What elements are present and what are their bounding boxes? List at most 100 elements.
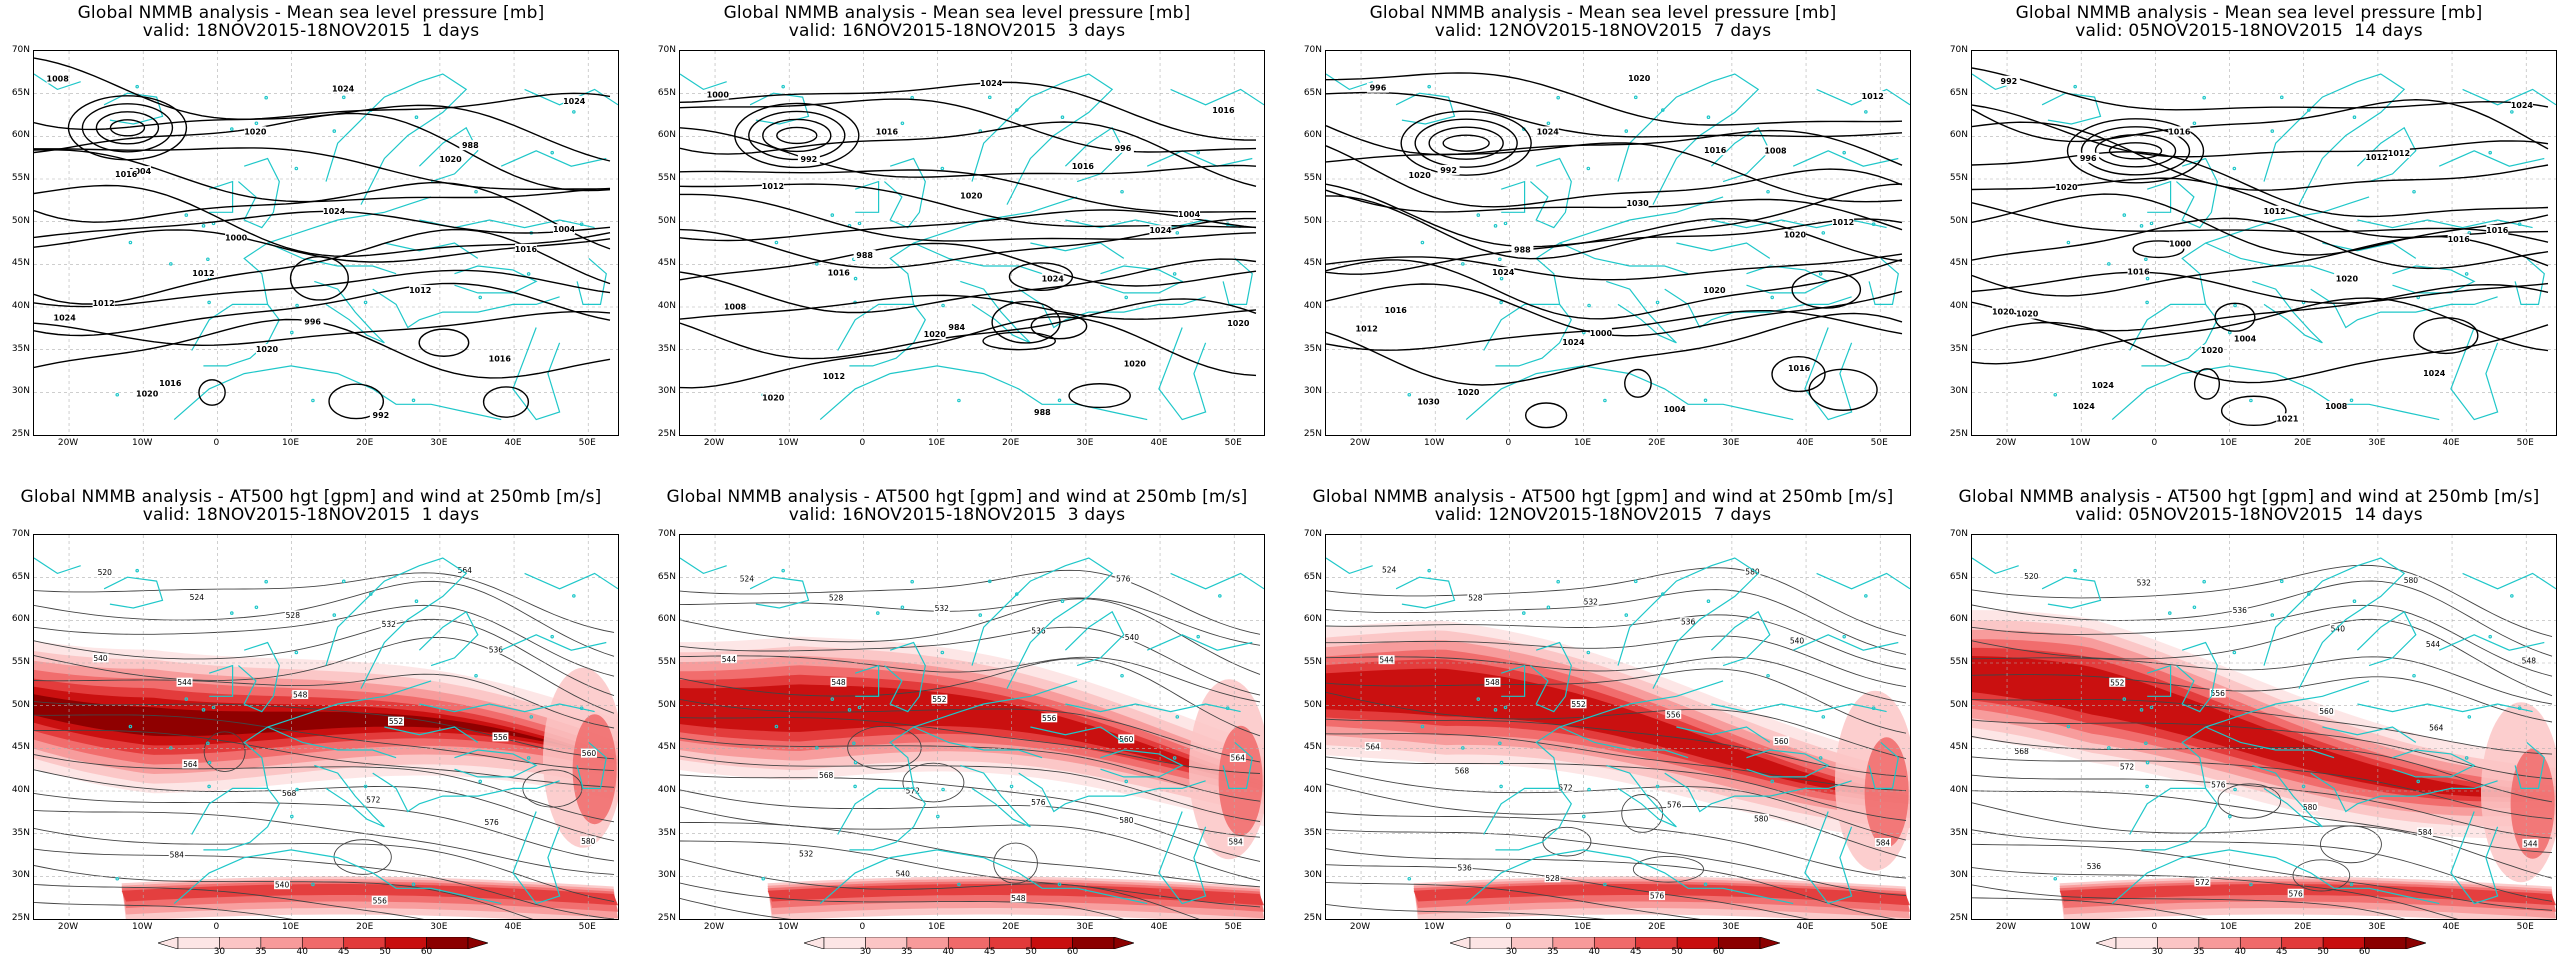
coastline-layer: [1326, 73, 1910, 421]
coastline: [191, 787, 281, 851]
height-label: 544: [1379, 656, 1394, 665]
label-bg: [2055, 182, 2078, 193]
island: [2467, 715, 2472, 719]
coastline: [576, 741, 607, 789]
colorbar-upper-arrow: [1113, 936, 1136, 950]
label-bg: [2194, 877, 2211, 887]
island: [2352, 599, 2357, 604]
label-bg: [2210, 780, 2227, 790]
lat-label: 30N: [1303, 386, 1322, 397]
label-bg: [761, 181, 784, 192]
colorbar: 30 35 40 45 50 60: [802, 934, 1136, 958]
isobar-label: 1024: [1562, 338, 1585, 347]
height-label: 536: [2233, 606, 2248, 615]
island: [230, 611, 234, 615]
label-bg: [2318, 706, 2335, 716]
island: [1120, 189, 1124, 194]
island: [2232, 166, 2237, 171]
coastline: [1710, 126, 1771, 183]
coastline: [1530, 641, 1572, 713]
lat-label: 60N: [11, 130, 30, 141]
isobar-label: 1020: [1409, 171, 1432, 180]
isobar-label: 1012: [1832, 218, 1854, 227]
label-bg: [1663, 404, 1686, 415]
isobar-label: 1004: [129, 167, 152, 176]
lat-label: 55N: [657, 657, 676, 667]
island: [206, 257, 210, 262]
island: [910, 579, 914, 584]
height-contour: [1326, 635, 1907, 688]
label-bg: [1626, 198, 1649, 209]
coastline: [1676, 242, 1771, 259]
island: [2517, 706, 2522, 711]
height-contour: [34, 604, 615, 677]
lat-label: 65N: [1303, 87, 1322, 98]
island: [1196, 634, 1200, 639]
jet-level-5: [680, 684, 1264, 787]
coastline: [1100, 265, 1184, 294]
coastline: [103, 92, 164, 125]
coastline: [1064, 610, 1125, 667]
island: [2144, 741, 2148, 746]
label-bg: [2013, 746, 2030, 756]
coastline: [454, 265, 538, 294]
label-bg: [1115, 573, 1132, 583]
height-label: 556: [373, 896, 388, 905]
height-contour: [34, 883, 425, 919]
island: [128, 240, 133, 245]
island: [478, 295, 483, 300]
isobar: [1972, 217, 2549, 270]
colorbar-label: 45: [983, 947, 996, 957]
label-bg: [1364, 742, 1381, 752]
height-label: 572: [366, 796, 381, 805]
z500-map: 520 532 536 540 544 548 552 556 560 564 568 572 576 5…: [1971, 534, 2557, 920]
height-contour: [680, 717, 1261, 774]
colorbar-label: 45: [1629, 947, 1642, 957]
island: [1493, 708, 1498, 712]
height-label: 528: [829, 593, 844, 602]
label-bg: [1227, 318, 1250, 329]
island: [115, 876, 120, 881]
label-bg: [2325, 401, 2348, 412]
coastline: [1792, 150, 1899, 167]
island: [1420, 724, 1425, 729]
height-label: 524: [190, 593, 205, 602]
map-panel-7: Global NMMB analysis - AT500 hgt [gpm] a…: [1300, 484, 1911, 960]
island: [1660, 108, 1665, 112]
height-contour: [34, 701, 615, 760]
island: [941, 787, 945, 792]
jet-level-5: [1326, 668, 1910, 801]
isobar-label: 1016: [876, 127, 899, 136]
island: [1706, 115, 1711, 120]
isobar-label: 1016: [2127, 268, 2150, 277]
island: [363, 784, 368, 789]
island: [128, 724, 133, 729]
lat-label: 35N: [1303, 343, 1322, 354]
island: [1218, 594, 1222, 598]
island: [207, 760, 212, 765]
isobar: [34, 228, 611, 305]
height-contour: [680, 598, 1261, 675]
isobar: [1972, 98, 2549, 150]
isobar-label: 984: [948, 323, 965, 332]
lat-label: 70N: [1303, 45, 1322, 55]
island: [1582, 814, 1586, 819]
island: [852, 741, 856, 746]
island: [2349, 882, 2354, 887]
label-bg: [1511, 244, 1534, 255]
isobar: [1972, 151, 2549, 218]
island: [411, 398, 416, 403]
island: [1842, 150, 1846, 155]
height-contour: [34, 827, 615, 903]
lon-label: 50E: [1870, 922, 1888, 932]
lon-label: 20E: [2294, 922, 2312, 932]
coastline: [1746, 265, 1830, 294]
island: [2192, 605, 2197, 610]
island: [2352, 115, 2357, 120]
label-bg: [1467, 593, 1484, 603]
height-contour: [1326, 848, 1897, 919]
lat-label: 35N: [657, 827, 676, 838]
island: [169, 262, 173, 266]
island: [1014, 108, 1019, 112]
height-contour: [680, 806, 1261, 882]
